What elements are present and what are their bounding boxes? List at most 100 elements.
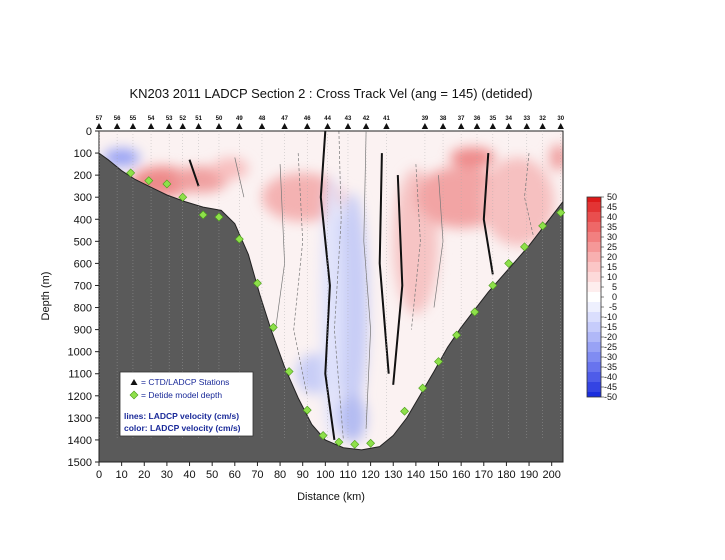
colorbar-swatch (587, 392, 601, 397)
colorbar-swatch (587, 372, 601, 382)
colorbar-swatch (587, 322, 601, 332)
colorbar-tick-label: 15 (607, 262, 617, 272)
colorbar-tick-label: 45 (607, 202, 617, 212)
station-label: 50 (216, 116, 223, 122)
velocity-blob (338, 393, 367, 443)
colorbar-tick-label: -25 (604, 342, 617, 352)
colorbar-tick-label: -15 (604, 322, 617, 332)
colorbar-swatch (587, 222, 601, 232)
station-marker (236, 123, 243, 129)
station-label: 53 (166, 116, 173, 122)
contour-line (363, 131, 371, 429)
colorbar-swatch (587, 352, 601, 362)
colorbar-swatch (587, 342, 601, 352)
y-tick-label: 500 (74, 236, 92, 248)
station-label: 47 (281, 116, 288, 122)
detide-point (418, 383, 428, 393)
colorbar-tick-label: -10 (604, 312, 617, 322)
station-marker (95, 123, 103, 129)
legend-detide-marker (129, 390, 139, 400)
colorbar-tick-label: 35 (607, 222, 617, 232)
colorbar-tick-label: 50 (607, 192, 617, 202)
station-label: 44 (324, 116, 331, 122)
y-axis: 0 100 200 300 400 500 600 700 800 900 1000 1100 1200… (68, 126, 99, 469)
station-marker (165, 123, 173, 129)
colorbar-tick-label: 10 (607, 272, 617, 282)
station-marker (195, 123, 202, 129)
detide-markers (126, 168, 566, 449)
station-marker (473, 123, 481, 129)
detide-point (126, 168, 136, 178)
contour-line (378, 153, 390, 374)
detide-point (214, 212, 224, 222)
y-tick-label: 300 (74, 192, 92, 204)
station-marker (523, 123, 530, 129)
station-label: 51 (195, 116, 202, 122)
legend: = CTD/LADCP Stations = Detide model dept… (119, 371, 254, 437)
x-tick-label: 100 (316, 469, 334, 481)
x-tick-label: 180 (497, 469, 515, 481)
colorbar-tick-label: 0 (612, 292, 617, 302)
y-tick-label: 1500 (68, 457, 92, 469)
legend-lines-label: lines: LADCP velocity (cm/s) (124, 411, 239, 421)
detide-point (470, 307, 480, 317)
contour-line (319, 131, 336, 441)
station-label: 35 (489, 116, 496, 122)
station-label: 38 (440, 116, 447, 122)
station-label: 30 (557, 116, 564, 122)
y-tick-label: 800 (74, 303, 92, 315)
station-marker (113, 123, 121, 129)
station-label: 46 (304, 116, 311, 122)
station-label: 42 (363, 116, 370, 122)
station-marker (362, 123, 370, 129)
station-marker (304, 123, 311, 129)
x-tick-label: 110 (339, 469, 357, 481)
y-tick-label: 1300 (68, 413, 92, 425)
velocity-blob (336, 192, 369, 414)
station-label: 39 (422, 116, 429, 122)
y-tick-label: 1400 (68, 435, 92, 447)
station-label: 54 (148, 116, 155, 122)
detide-point (178, 192, 188, 202)
y-tick-label: 1100 (68, 369, 92, 381)
detide-point (434, 357, 443, 367)
x-tick-label: 80 (274, 469, 286, 481)
x-tick-label: 10 (116, 469, 128, 481)
y-tick-label: 700 (74, 280, 92, 292)
y-axis-label: Depth (m) (40, 272, 52, 321)
x-tick-label: 160 (452, 469, 470, 481)
station-marker (383, 123, 390, 129)
colorbar-swatch (587, 292, 601, 302)
x-tick-label: 0 (96, 469, 102, 481)
colorbar-swatch (587, 197, 601, 202)
colorbar-tick-label: 25 (607, 242, 617, 252)
station-marker (215, 123, 223, 129)
colorbar-swatch (587, 362, 601, 372)
legend-station-marker (130, 379, 138, 385)
station-label: 56 (114, 116, 121, 122)
colorbar-swatch (587, 312, 601, 322)
y-tick-label: 200 (74, 170, 92, 182)
detide-point (198, 210, 208, 220)
legend-item-stations: = CTD/LADCP Stations (141, 377, 229, 387)
legend-item-detide: = Detide model depth (141, 390, 222, 400)
velocity-blob (103, 148, 140, 167)
detide-point (318, 431, 328, 440)
station-label: 57 (96, 116, 103, 122)
detide-point (556, 208, 566, 218)
contour-line (234, 157, 245, 198)
detide-point (162, 179, 172, 189)
contour-line (433, 175, 444, 308)
x-tick-label: 50 (206, 469, 218, 481)
contour-line (392, 175, 404, 385)
detide-point (234, 234, 244, 244)
station-label: 36 (474, 116, 481, 122)
contour-line (411, 164, 421, 330)
velocity-blob (320, 175, 344, 440)
colorbar-tick-label: -5 (609, 302, 617, 312)
station-label: 55 (130, 116, 137, 122)
x-axis-label: Distance (km) (297, 491, 365, 503)
x-tick-label: 170 (475, 469, 493, 481)
station-marker (147, 123, 155, 129)
